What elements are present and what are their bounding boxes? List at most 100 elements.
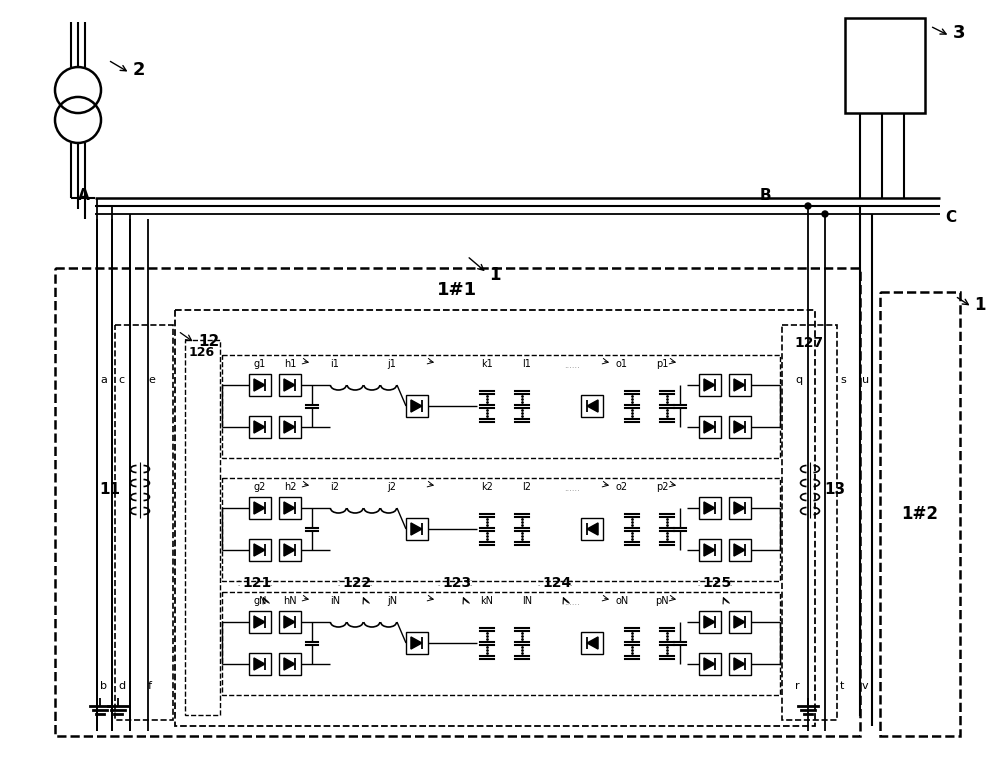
Polygon shape xyxy=(587,637,598,649)
Polygon shape xyxy=(734,502,745,514)
Text: lN: lN xyxy=(522,596,532,606)
Text: j2: j2 xyxy=(388,482,396,492)
Text: oN: oN xyxy=(615,596,629,606)
Text: g1: g1 xyxy=(254,359,266,369)
Text: 127: 127 xyxy=(794,336,824,350)
Bar xyxy=(279,653,301,675)
Text: B: B xyxy=(760,187,772,202)
Bar xyxy=(249,374,271,396)
Text: a: a xyxy=(100,375,107,385)
Text: i2: i2 xyxy=(330,482,340,492)
Text: c: c xyxy=(118,375,124,385)
Bar xyxy=(729,611,751,633)
Bar xyxy=(699,539,721,561)
Polygon shape xyxy=(284,379,295,391)
Polygon shape xyxy=(411,523,422,535)
Text: :: : xyxy=(728,577,732,590)
Polygon shape xyxy=(284,544,295,556)
Bar xyxy=(581,395,603,417)
Text: ......: ...... xyxy=(564,361,580,370)
Bar xyxy=(249,653,271,675)
Text: e: e xyxy=(148,375,155,385)
Text: g2: g2 xyxy=(254,482,266,492)
Text: 1#1: 1#1 xyxy=(437,281,477,299)
Text: 11: 11 xyxy=(100,483,120,497)
Bar xyxy=(729,374,751,396)
Text: h2: h2 xyxy=(284,482,296,492)
Text: pN: pN xyxy=(655,596,669,606)
Bar xyxy=(175,310,815,726)
Bar xyxy=(222,592,780,695)
Text: f: f xyxy=(148,681,152,691)
Text: 121: 121 xyxy=(242,576,271,590)
Text: jN: jN xyxy=(387,596,397,606)
Text: hN: hN xyxy=(283,596,297,606)
Text: h1: h1 xyxy=(284,359,296,369)
Text: l1: l1 xyxy=(523,359,531,369)
Text: r: r xyxy=(795,681,800,691)
Text: k1: k1 xyxy=(481,359,493,369)
Text: 122: 122 xyxy=(342,576,371,590)
Polygon shape xyxy=(734,658,745,670)
Text: o2: o2 xyxy=(616,482,628,492)
Bar xyxy=(699,611,721,633)
Polygon shape xyxy=(734,379,745,391)
Text: 1: 1 xyxy=(974,296,986,314)
Text: l2: l2 xyxy=(522,482,532,492)
Polygon shape xyxy=(734,616,745,628)
Polygon shape xyxy=(704,616,715,628)
Polygon shape xyxy=(587,400,598,412)
Bar xyxy=(279,416,301,438)
Text: 125: 125 xyxy=(702,576,731,590)
Text: :: : xyxy=(237,577,241,590)
Text: :: : xyxy=(368,577,372,590)
Text: A: A xyxy=(78,189,90,203)
Bar xyxy=(115,325,173,720)
Text: i1: i1 xyxy=(331,359,339,369)
Bar xyxy=(249,497,271,519)
Text: s: s xyxy=(840,375,846,385)
Bar xyxy=(880,292,960,736)
Bar xyxy=(729,653,751,675)
Text: 1#2: 1#2 xyxy=(902,505,938,523)
Text: ......: ...... xyxy=(564,484,580,493)
Text: k2: k2 xyxy=(481,482,493,492)
Polygon shape xyxy=(704,658,715,670)
Polygon shape xyxy=(284,658,295,670)
Text: q: q xyxy=(795,375,802,385)
Text: 12: 12 xyxy=(198,334,219,349)
Bar xyxy=(581,632,603,654)
Text: j1: j1 xyxy=(388,359,396,369)
Bar xyxy=(699,653,721,675)
Polygon shape xyxy=(704,421,715,433)
Text: 123: 123 xyxy=(442,576,471,590)
Text: :: : xyxy=(568,577,572,590)
Polygon shape xyxy=(284,502,295,514)
Bar xyxy=(279,611,301,633)
Text: p2: p2 xyxy=(656,482,668,492)
Polygon shape xyxy=(411,637,422,649)
Text: p1: p1 xyxy=(656,359,668,369)
Text: 126: 126 xyxy=(189,346,215,359)
Text: d: d xyxy=(118,681,125,691)
Bar xyxy=(406,395,428,417)
Text: :: : xyxy=(468,577,472,590)
Bar xyxy=(699,416,721,438)
Text: :: : xyxy=(337,577,341,590)
Circle shape xyxy=(822,211,828,217)
Text: ......: ...... xyxy=(564,598,580,607)
Bar xyxy=(729,497,751,519)
Text: b: b xyxy=(100,681,107,691)
Polygon shape xyxy=(734,421,745,433)
Bar xyxy=(699,374,721,396)
Polygon shape xyxy=(254,658,265,670)
Polygon shape xyxy=(411,400,422,412)
Polygon shape xyxy=(587,523,598,535)
Polygon shape xyxy=(734,544,745,556)
Text: 1: 1 xyxy=(489,266,501,284)
Text: :: : xyxy=(268,577,272,590)
Text: t: t xyxy=(840,681,844,691)
Bar xyxy=(581,518,603,540)
Polygon shape xyxy=(254,502,265,514)
Polygon shape xyxy=(254,421,265,433)
